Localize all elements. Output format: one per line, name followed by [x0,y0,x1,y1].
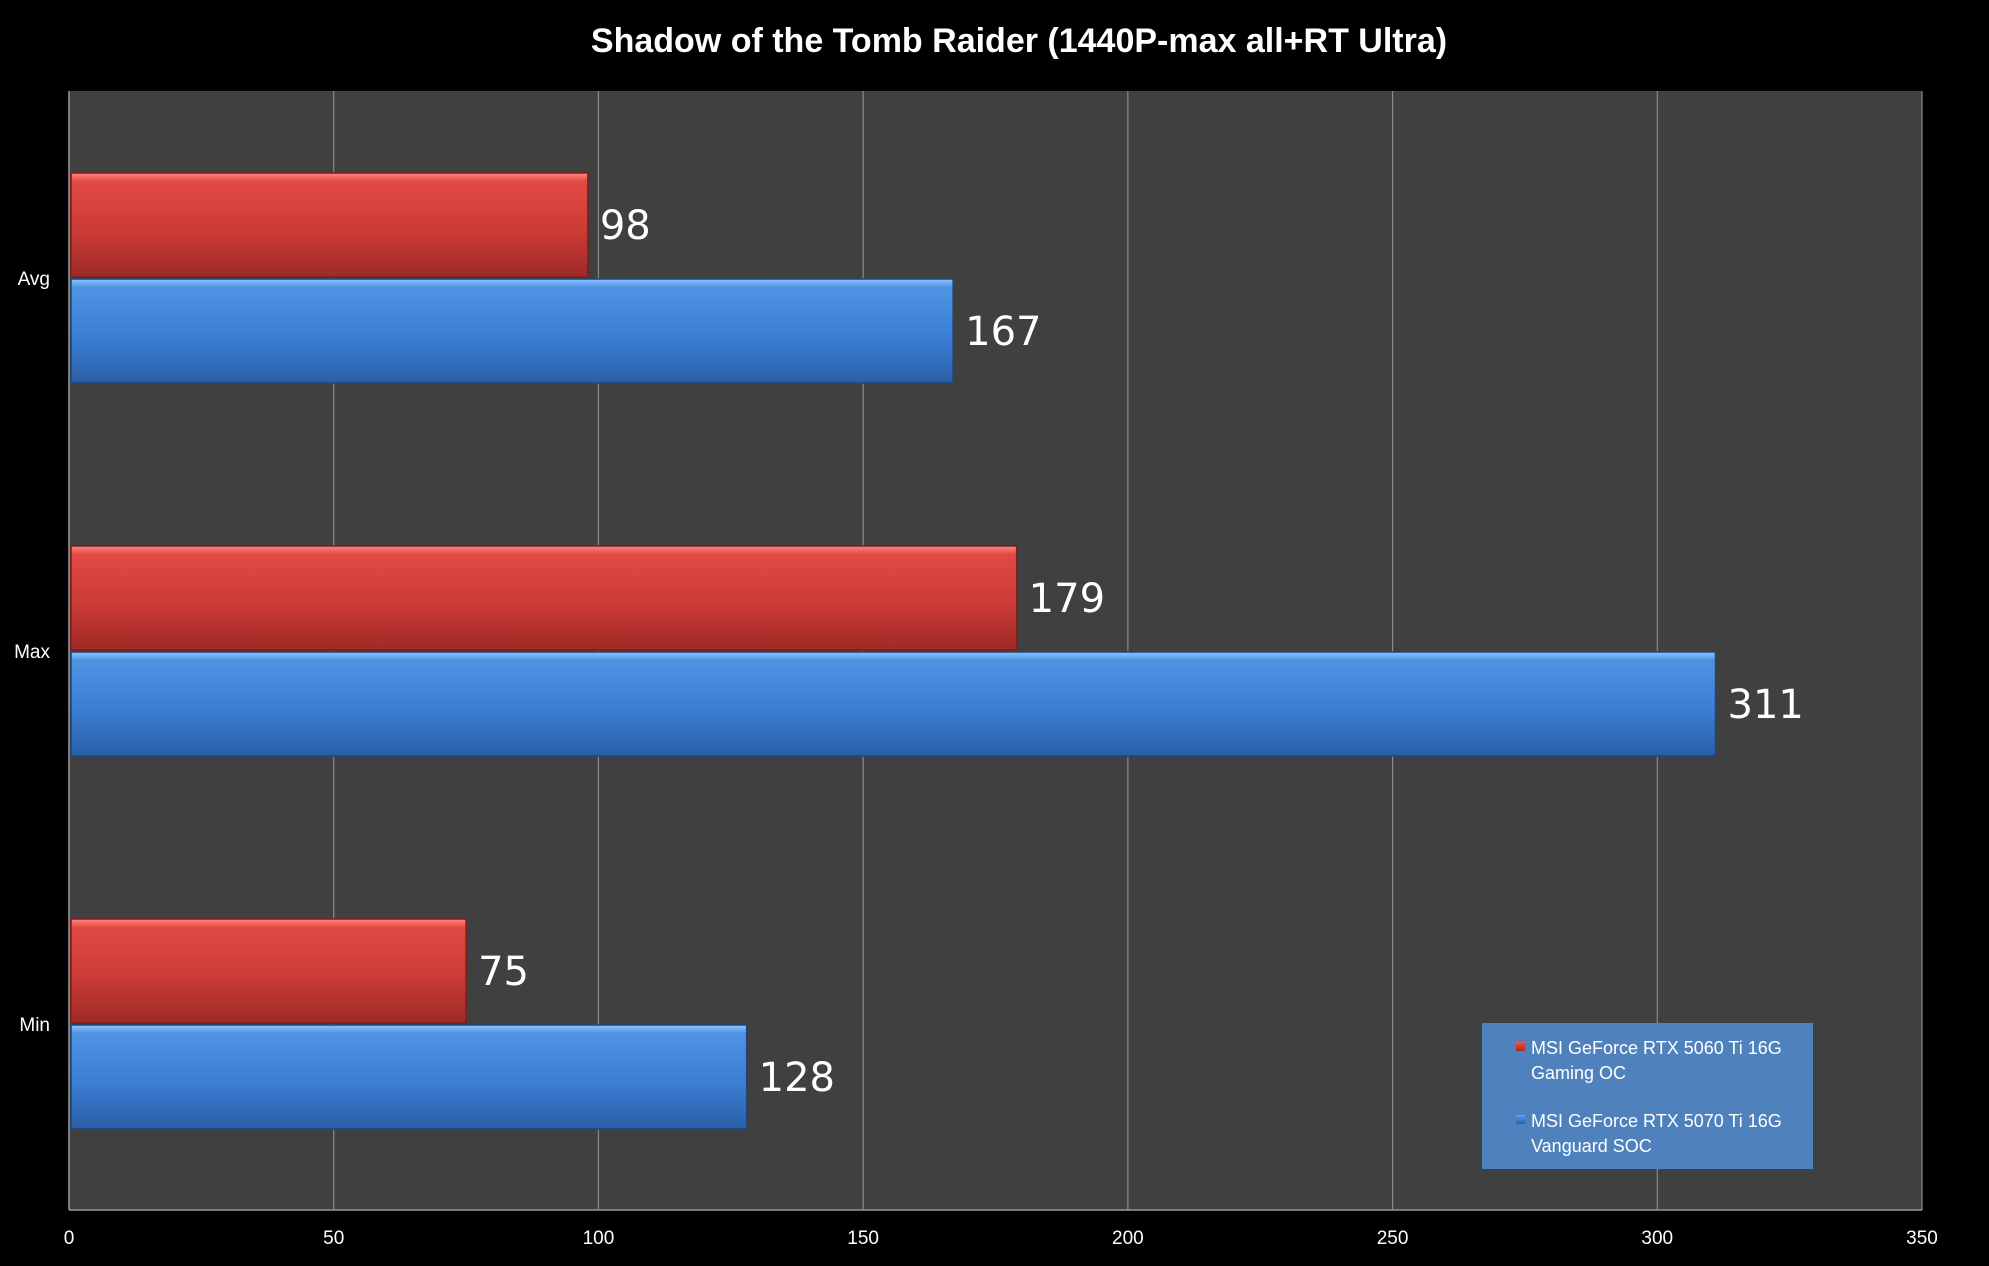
x-tick-label-150: 150 [847,1228,879,1249]
x-tick-label-0: 0 [64,1228,75,1249]
x-tick-label-300: 300 [1641,1228,1673,1249]
bar-series-2-max [70,651,1717,757]
data-label-series-1-max: 179 [1029,576,1105,622]
x-tick-label-100: 100 [583,1228,615,1249]
bar-series-1-max [70,545,1018,651]
data-labels: 98 179 75 167 311 128 [478,203,1804,1101]
x-tick-label-200: 200 [1112,1228,1144,1249]
data-label-series-1-avg: 98 [600,203,651,249]
data-label-series-2-avg: 167 [965,309,1041,355]
legend-label-series-2: MSI GeForce RTX 5070 Ti 16G Vanguard SOC [1531,1111,1787,1156]
bars [70,172,1717,1130]
legend-swatch-series-1 [1516,1042,1525,1051]
legend: MSI GeForce RTX 5060 Ti 16G Gaming OC MS… [1482,1023,1813,1169]
bar-series-1-avg [70,172,589,278]
x-tick-label-250: 250 [1377,1228,1409,1249]
legend-box [1482,1023,1813,1169]
chart-title: Shadow of the Tomb Raider (1440P-max all… [591,22,1447,60]
bar-series-1-min [70,918,467,1024]
y-category-label-max: Max [14,642,50,663]
data-label-series-1-min: 75 [478,949,529,995]
bar-series-2-min [70,1024,748,1130]
x-tick-label-350: 350 [1906,1228,1938,1249]
bar-series-2-avg [70,278,954,384]
y-category-label-avg: Avg [18,269,50,290]
data-label-series-2-max: 311 [1728,682,1804,728]
x-tick-label-50: 50 [323,1228,344,1249]
legend-label-series-1: MSI GeForce RTX 5060 Ti 16G Gaming OC [1531,1038,1787,1083]
data-label-series-2-min: 128 [759,1055,835,1101]
legend-swatch-series-2 [1516,1115,1525,1124]
y-category-label-min: Min [19,1015,50,1036]
axes: 0 50 100 150 200 250 300 350 Avg Max Min [14,91,1938,1249]
